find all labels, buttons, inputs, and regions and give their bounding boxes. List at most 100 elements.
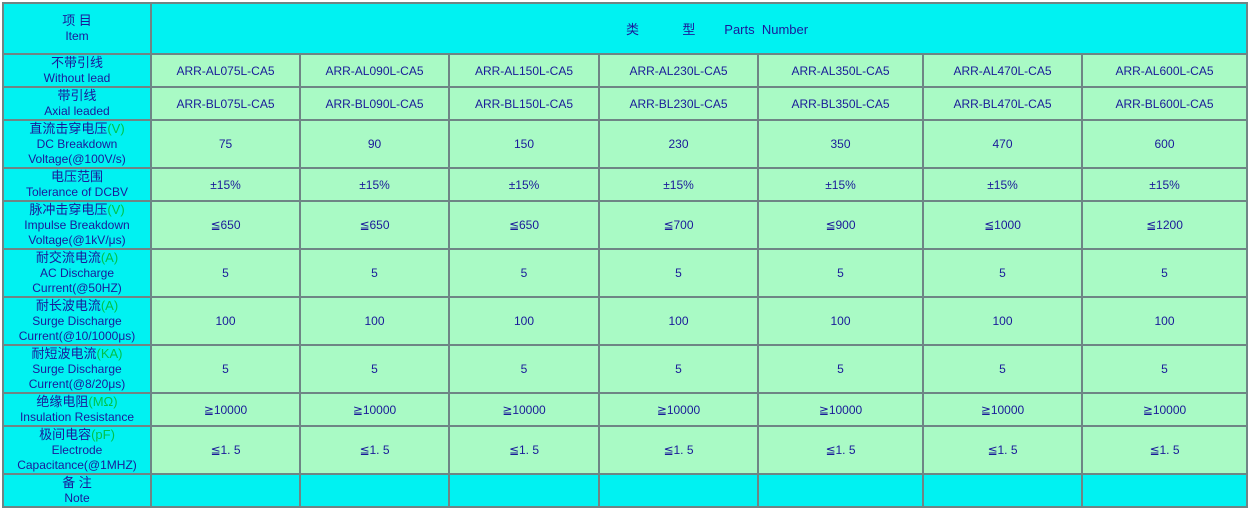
row-header-electrode-capacitance: 极间电容(pF) Electrode Capacitance(@1MHZ) <box>2 425 152 475</box>
row-header-without-lead: 不带引线 Without lead <box>2 53 152 88</box>
value-cell: 100 <box>1081 296 1248 346</box>
value-cell: 100 <box>598 296 759 346</box>
item-label-en: Item <box>65 29 89 43</box>
row-label-en: Electrode <box>51 443 103 457</box>
value-cell: ≦700 <box>598 200 759 250</box>
row-header-ac-discharge-current: 耐交流电流(A) AC Discharge Current(@50HZ) <box>2 248 152 298</box>
value-cell: ARR-BL470L-CA5 <box>922 86 1083 121</box>
item-label-cn: 项 目 <box>62 13 92 28</box>
row-label-en: Note <box>64 491 90 505</box>
note-cell <box>922 473 1083 508</box>
value-cell: 470 <box>922 119 1083 169</box>
row-label-cn: 备 注 <box>5 476 149 491</box>
value-cell: ≦1. 5 <box>922 425 1083 475</box>
value-cell: ≦650 <box>448 200 600 250</box>
table-header-row: 项 目 Item 类 型 Parts Number <box>2 2 1248 55</box>
value-cell: 5 <box>299 344 450 394</box>
value-cell: ≧10000 <box>448 392 600 427</box>
row-label-unit: (pF) <box>91 427 115 442</box>
value-cell: ARR-BL600L-CA5 <box>1081 86 1248 121</box>
row-header-surge-discharge-current-short: 耐短波电流(KA) Surge Discharge Current(@8/20μs) <box>2 344 152 394</box>
row-label-en: AC Discharge <box>39 266 115 280</box>
value-cell: ±15% <box>448 167 600 202</box>
value-cell: ARR-AL075L-CA5 <box>150 53 301 88</box>
value-cell: 5 <box>757 344 924 394</box>
row-label-cn: 带引线 <box>5 88 149 104</box>
value-cell: ≦1. 5 <box>299 425 450 475</box>
parts-number-header-label: 类 型 Parts Number <box>626 22 809 37</box>
value-cell: 5 <box>1081 248 1248 298</box>
value-cell: 5 <box>299 248 450 298</box>
row-label-cn: 不带引线 <box>5 56 149 71</box>
value-cell: 100 <box>448 296 600 346</box>
row-label-en: Insulation Resistance <box>19 410 135 424</box>
value-cell: ≦650 <box>299 200 450 250</box>
note-cell <box>1081 473 1248 508</box>
value-cell: ≧10000 <box>922 392 1083 427</box>
value-cell: 5 <box>598 344 759 394</box>
row-label-cn-text: 极间电容 <box>39 427 92 442</box>
row-header-surge-discharge-current-long: 耐长波电流(A) Surge Discharge Current(@10/1000μ… <box>2 296 152 346</box>
row-label-cn-text: 耐交流电流 <box>35 250 101 265</box>
row-label-en: Axial leaded <box>44 104 110 118</box>
item-header-cell: 项 目 Item <box>2 2 152 55</box>
parts-number-header-cell: 类 型 Parts Number <box>150 2 1248 55</box>
row-header-dc-breakdown-voltage: 直流击穿电压(V) DC Breakdown Voltage(@100V/s) <box>2 119 152 169</box>
row-label-en: Surge Discharge <box>32 362 122 376</box>
row-label-en: Without lead <box>43 71 111 85</box>
value-cell: ±15% <box>757 167 924 202</box>
row-label-cn-text: 绝缘电阻 <box>36 394 89 409</box>
value-cell: 100 <box>299 296 450 346</box>
value-cell: ≦1. 5 <box>448 425 600 475</box>
table-row-insulation-resistance: 绝缘电阻(MΩ) Insulation Resistance ≧10000 ≧1000… <box>2 392 1248 427</box>
row-label-cn: 耐长波电流(A) <box>5 298 149 314</box>
note-cell <box>757 473 924 508</box>
row-label-en: Voltage(@100V/s) <box>28 152 126 166</box>
value-cell: 600 <box>1081 119 1248 169</box>
row-label-cn: 耐交流电流(A) <box>5 250 149 266</box>
row-label-en: Current(@8/20μs) <box>28 377 126 391</box>
table-row-without-lead: 不带引线 Without lead ARR-AL075L-CA5 ARR-AL090L… <box>2 53 1248 88</box>
value-cell: 5 <box>448 344 600 394</box>
value-cell: 5 <box>448 248 600 298</box>
value-cell: ±15% <box>150 167 301 202</box>
value-cell: ≧10000 <box>150 392 301 427</box>
value-cell: ≦650 <box>150 200 301 250</box>
row-label-unit: (MΩ) <box>88 394 118 409</box>
table-row-axial-leaded: 带引线 Axial leaded ARR-BL075L-CA5 ARR-BL090L-… <box>2 86 1248 121</box>
value-cell: ARR-AL150L-CA5 <box>448 53 600 88</box>
value-cell: ≦1. 5 <box>150 425 301 475</box>
row-label-en: DC Breakdown <box>36 137 118 151</box>
table-row-ac-discharge-current: 耐交流电流(A) AC Discharge Current(@50HZ) 5 5 5 5 5 5… <box>2 248 1248 298</box>
row-label-cn-text: 脉冲击穿电压 <box>29 202 108 217</box>
table-row-dc-breakdown-voltage: 直流击穿电压(V) DC Breakdown Voltage(@100V/s) 75 9… <box>2 119 1248 169</box>
value-cell: 100 <box>150 296 301 346</box>
value-cell: 5 <box>757 248 924 298</box>
value-cell: ≧10000 <box>1081 392 1248 427</box>
value-cell: 5 <box>150 248 301 298</box>
table-row-note: 备 注 Note <box>2 473 1248 508</box>
row-label-cn: 绝缘电阻(MΩ) <box>5 394 149 410</box>
value-cell: 5 <box>598 248 759 298</box>
row-label-cn-text: 带引线 <box>57 88 97 103</box>
value-cell: ARR-BL350L-CA5 <box>757 86 924 121</box>
table-row-surge-discharge-current-long: 耐长波电流(A) Surge Discharge Current(@10/1000μ… <box>2 296 1248 346</box>
table-row-impulse-breakdown-voltage: 脉冲击穿电压(V) Impulse Breakdown Voltage(@1kV/μ… <box>2 200 1248 250</box>
value-cell: ±15% <box>1081 167 1248 202</box>
row-label-cn: 耐短波电流(KA) <box>5 347 149 362</box>
row-label-cn-text: 直流击穿电压 <box>29 121 108 136</box>
row-header-tolerance-of-dcbv: 电压范围 Tolerance of DCBV <box>2 167 152 202</box>
row-label-unit: (A) <box>100 298 119 313</box>
value-cell: ARR-AL090L-CA5 <box>299 53 450 88</box>
note-cell <box>299 473 450 508</box>
value-cell: ±15% <box>598 167 759 202</box>
value-cell: ±15% <box>299 167 450 202</box>
row-header-insulation-resistance: 绝缘电阻(MΩ) Insulation Resistance <box>2 392 152 427</box>
value-cell: 5 <box>150 344 301 394</box>
value-cell: ≦900 <box>757 200 924 250</box>
value-cell: ≧10000 <box>299 392 450 427</box>
note-cell <box>598 473 759 508</box>
note-cell <box>150 473 301 508</box>
